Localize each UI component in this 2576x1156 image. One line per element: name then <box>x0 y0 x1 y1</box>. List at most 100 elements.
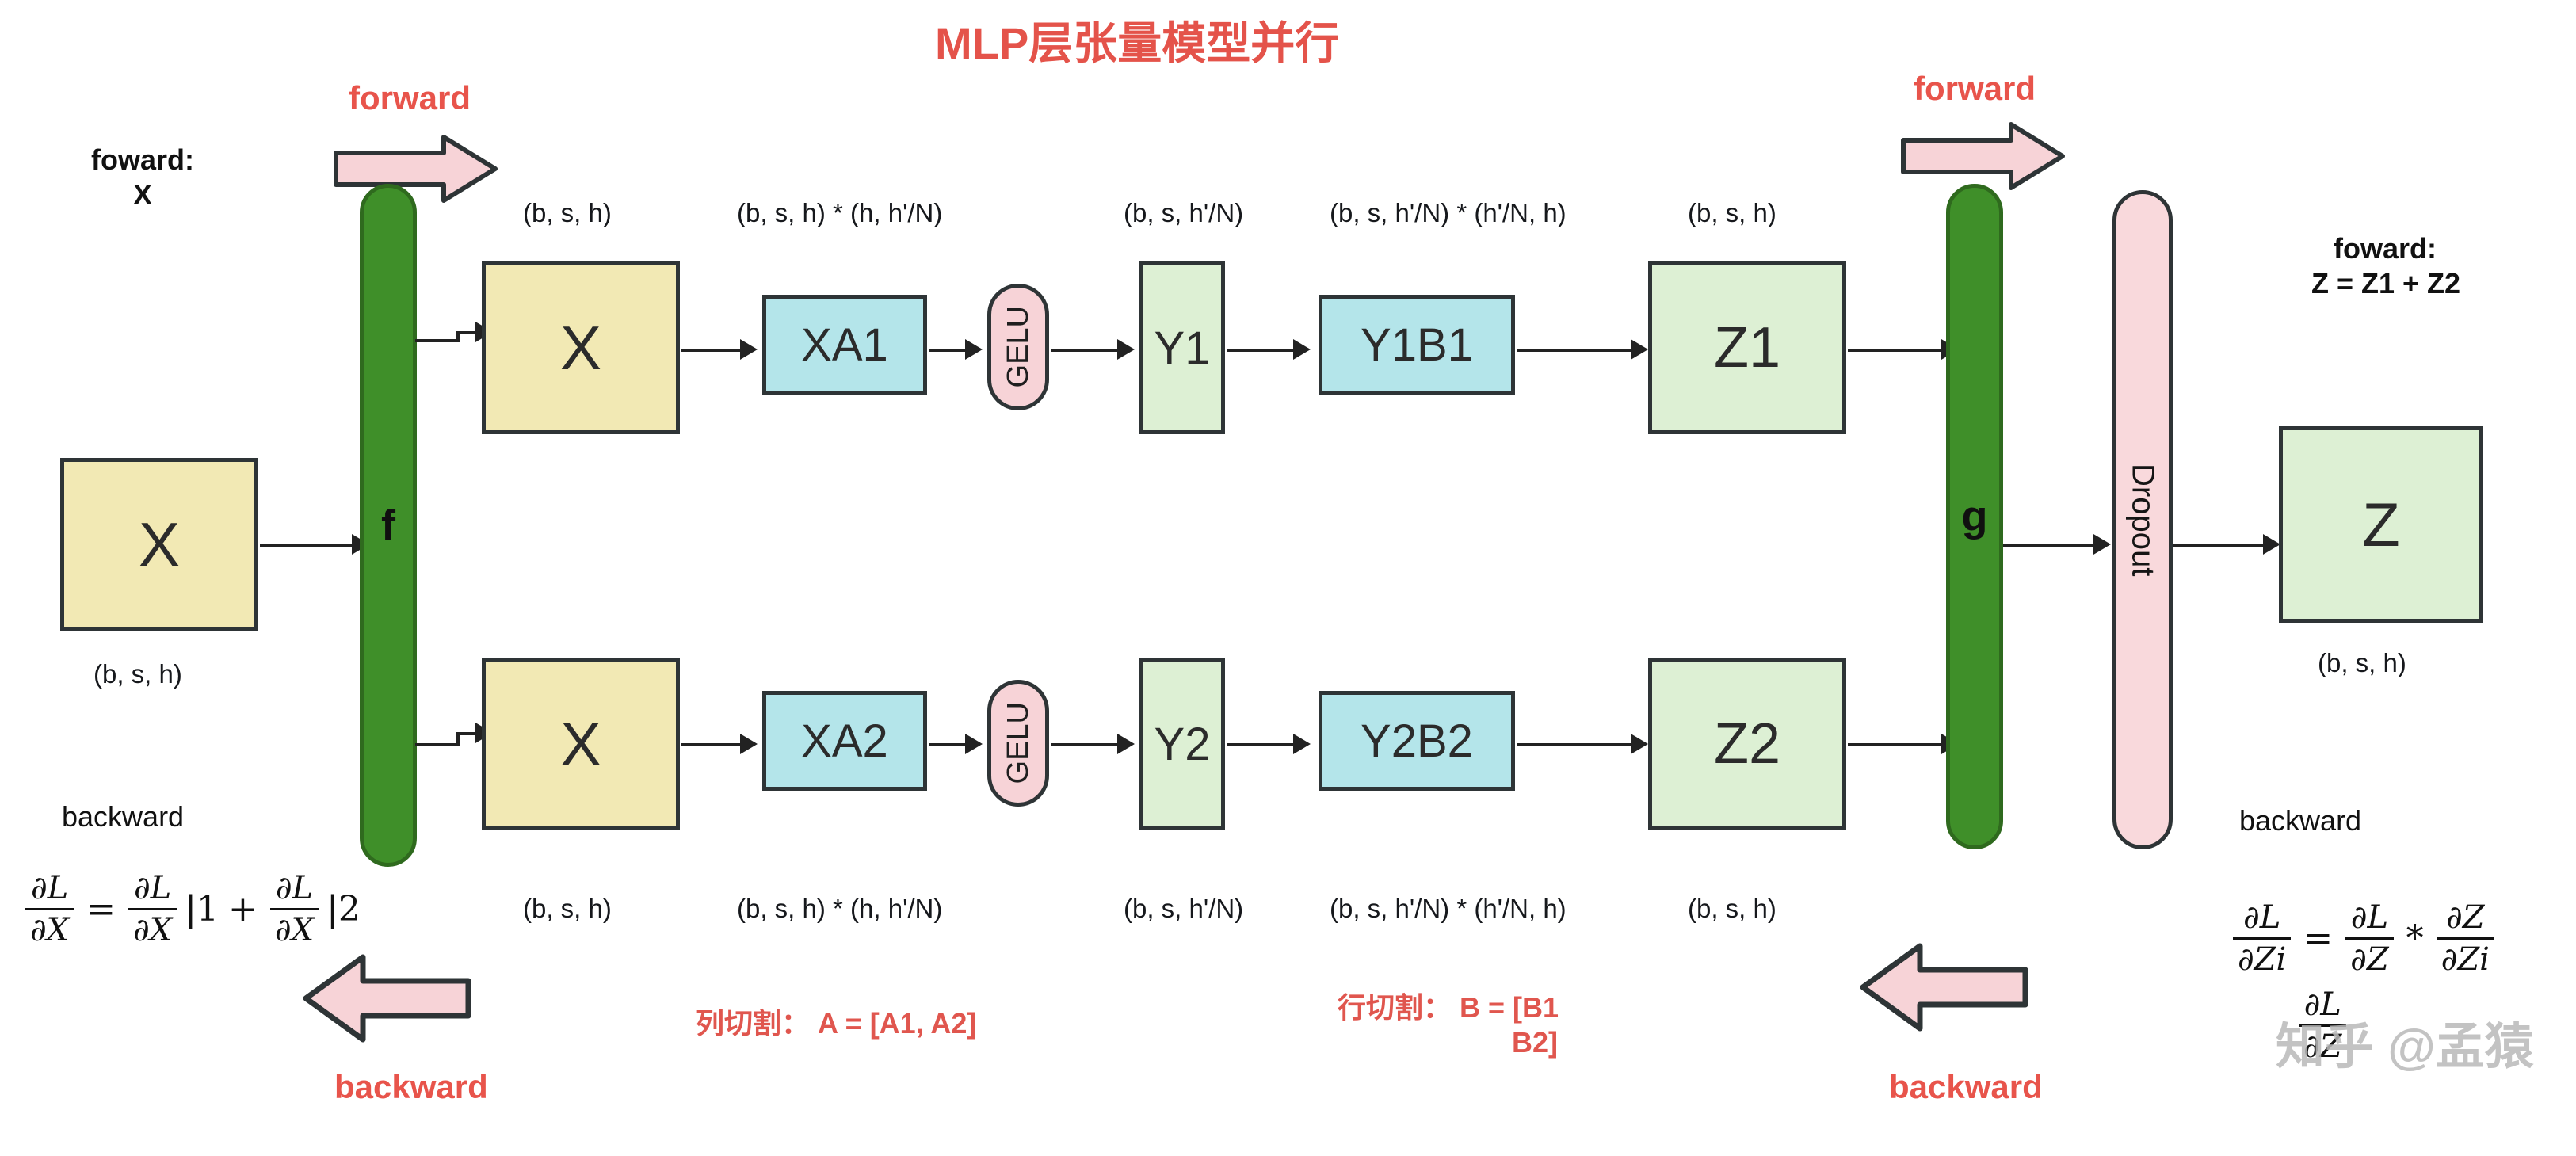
frac-dz-dzi: ∂Z ∂Zi <box>2436 899 2494 978</box>
gate-g[interactable]: g <box>1946 184 2003 849</box>
dim-x-bottom: (b, s, h) <box>523 894 612 923</box>
edge-y1-to-y1b1 <box>1227 349 1296 352</box>
edge-xtop-to-xa1 <box>681 349 743 352</box>
node-z-output[interactable]: Z <box>2279 426 2483 623</box>
node-y2[interactable]: Y2 <box>1139 658 1225 830</box>
frac-dl-dzi-lhs: ∂L ∂Zi <box>2233 899 2292 978</box>
node-y2b2[interactable]: Y2B2 <box>1319 691 1515 791</box>
dim-z2: (b, s, h) <box>1688 894 1776 923</box>
left-forward-caption-line2: X <box>132 178 152 211</box>
note-column-split: 列切割： A = [A1, A2] <box>696 1007 977 1040</box>
backward-label-right: backward <box>1889 1068 2043 1105</box>
edge-dropout-to-z <box>2173 544 2266 547</box>
edge-dropout-to-z-head <box>2263 534 2280 555</box>
backward-block-arrow-left <box>301 951 471 1046</box>
forward-block-arrow-left <box>333 133 499 204</box>
equals-sign: = <box>86 889 116 929</box>
frac-dl-dz-line2: ∂L ∂Z <box>2299 986 2347 1065</box>
node-dropout[interactable]: Dropout <box>2112 190 2173 849</box>
edge-g-to-dropout <box>2003 544 2097 547</box>
edge-gelu-to-y1-head <box>1117 339 1135 360</box>
node-x-input[interactable]: X <box>60 458 258 631</box>
edge-f-to-xtop-b <box>456 331 460 342</box>
edge-gelu-to-y1 <box>1051 349 1120 352</box>
backward-formula-right-line1: ∂L ∂Zi = ∂L ∂Z * ∂Z ∂Zi <box>2228 899 2499 978</box>
edge-g-to-dropout-head <box>2093 534 2111 555</box>
watermark: 知乎 @孟猿 <box>2276 1020 2534 1074</box>
node-y1[interactable]: Y1 <box>1139 261 1225 434</box>
plus-sign: + <box>228 889 258 929</box>
backward-caption-right: backward <box>2239 804 2362 837</box>
left-forward-caption-line1: foward: <box>91 143 194 176</box>
node-dropout-label: Dropout <box>2125 463 2161 577</box>
edge-y2b2-to-z2 <box>1517 743 1634 746</box>
edge-y2-to-y2b2-head <box>1293 734 1311 754</box>
note-row-split-line1: 行切割： B = [B1 <box>1338 991 1559 1024</box>
node-gelu-bottom-label: GELU <box>1001 702 1035 784</box>
dim-xa2: (b, s, h) * (h, h'/N) <box>737 894 943 923</box>
edge-gelu-to-y2-head <box>1117 734 1135 754</box>
edge-f-to-xbot-b <box>456 732 460 745</box>
dim-y1: (b, s, h'/N) <box>1124 198 1244 227</box>
edge-x-to-f <box>260 544 355 547</box>
edge-y1-to-y1b1-head <box>1293 339 1311 360</box>
node-z1[interactable]: Z1 <box>1648 261 1846 434</box>
frac-dl-dx-lhs: ∂L ∂X <box>25 870 74 948</box>
edge-xbot-to-xa2 <box>681 743 743 746</box>
edge-gelu-to-y2 <box>1051 743 1120 746</box>
dim-y1b1: (b, s, h'/N) * (h'/N, h) <box>1330 198 1567 227</box>
dim-x-top: (b, s, h) <box>523 198 612 227</box>
dim-z1: (b, s, h) <box>1688 198 1776 227</box>
edge-z2-to-g <box>1848 743 1944 746</box>
edge-y2-to-y2b2 <box>1227 743 1296 746</box>
node-y1b1[interactable]: Y1B1 <box>1319 295 1515 395</box>
forward-block-arrow-right <box>1900 120 2067 192</box>
forward-label-right: forward <box>1914 70 2036 107</box>
edge-xa2-to-gelu <box>929 743 970 746</box>
backward-caption-left: backward <box>62 800 185 833</box>
equals-sign-right: = <box>2303 918 2334 959</box>
dim-xa1: (b, s, h) * (h, h'/N) <box>737 198 943 227</box>
gate-f[interactable]: f <box>360 184 417 867</box>
note-row-split-line2: B2] <box>1512 1026 1559 1059</box>
edge-y2b2-to-z2-head <box>1631 734 1648 754</box>
backward-block-arrow-right <box>1858 940 2028 1035</box>
node-gelu-bottom[interactable]: GELU <box>987 680 1049 807</box>
dim-y2b2: (b, s, h'/N) * (h'/N, h) <box>1330 894 1567 923</box>
dim-z-output: (b, s, h) <box>2318 648 2406 677</box>
multiply-sign: * <box>2406 918 2424 959</box>
index-1: |1 <box>185 889 219 929</box>
forward-label-left: forward <box>349 79 471 116</box>
edge-y1b1-to-z1 <box>1517 349 1634 352</box>
node-xa2[interactable]: XA2 <box>762 691 927 791</box>
node-xa1[interactable]: XA1 <box>762 295 927 395</box>
edge-f-to-xtop-c <box>456 331 479 334</box>
edge-y1b1-to-z1-head <box>1631 339 1648 360</box>
edge-f-to-xbot-c <box>456 732 479 735</box>
edge-xa2-to-gelu-head <box>965 734 983 754</box>
dim-x-input: (b, s, h) <box>93 659 182 689</box>
edge-xa1-to-gelu-head <box>965 339 983 360</box>
gate-f-label: f <box>381 502 395 549</box>
node-gelu-top[interactable]: GELU <box>987 284 1049 410</box>
edge-f-to-xbot-a <box>415 743 460 746</box>
frac-dl-dx-t2: ∂L ∂X <box>269 870 319 948</box>
right-forward-caption-line1: foward: <box>2334 232 2437 265</box>
edge-z1-to-g <box>1848 349 1944 352</box>
node-z2[interactable]: Z2 <box>1648 658 1846 830</box>
frac-dl-dx-t1: ∂L ∂X <box>128 870 177 948</box>
backward-formula-right-line2: ∂L ∂Z <box>2294 986 2351 1065</box>
page-title: MLP层张量模型并行 <box>935 18 1340 68</box>
edge-xtop-to-xa1-head <box>740 339 758 360</box>
backward-label-left: backward <box>334 1068 488 1105</box>
edge-xbot-to-xa2-head <box>740 734 758 754</box>
index-2: |2 <box>326 889 361 929</box>
node-x-bottom[interactable]: X <box>482 658 680 830</box>
edge-f-to-xtop-a <box>415 339 460 342</box>
node-x-top[interactable]: X <box>482 261 680 434</box>
node-gelu-top-label: GELU <box>1001 306 1035 388</box>
right-forward-caption-line2: Z = Z1 + Z2 <box>2311 267 2461 299</box>
dim-y2: (b, s, h'/N) <box>1124 894 1244 923</box>
gate-g-label: g <box>1961 493 1988 540</box>
